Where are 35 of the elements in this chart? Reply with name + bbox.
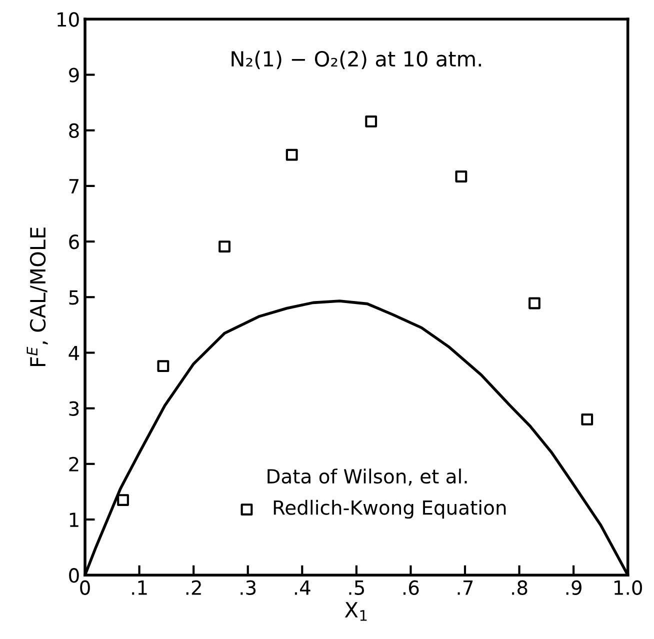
y-tick-label: 5 xyxy=(69,290,78,305)
y-tick-label: 7 xyxy=(69,179,78,194)
y-tick-label: 9 xyxy=(69,68,79,82)
x-tick-label: .3 xyxy=(240,580,256,596)
point xyxy=(286,148,298,161)
x-tick-label: .4 xyxy=(294,580,310,595)
y-tick-label: 3 xyxy=(69,401,79,416)
y-tick-label: 8 xyxy=(69,123,79,138)
point xyxy=(528,297,540,310)
x-tick-label: .8 xyxy=(512,580,528,596)
point xyxy=(218,240,230,252)
x-tick-label: 1.0 xyxy=(614,580,642,596)
annotation: Data of Wilson, et al. xyxy=(268,468,467,486)
x-tick-label: .9 xyxy=(566,580,582,596)
x-tick-label: .2 xyxy=(186,580,201,595)
y-tick-label: 4 xyxy=(68,346,80,360)
y-tick-label: 1 xyxy=(70,512,78,527)
y-tick-label: 10 xyxy=(58,12,79,27)
point xyxy=(455,170,468,182)
legend-label: Redlich-Kwong Equation xyxy=(274,500,506,519)
x-tick-label: 0 xyxy=(80,580,90,596)
x-tick-label: .5 xyxy=(349,580,364,596)
text: N₂(1) − O₂(2) at 10 atm. xyxy=(232,50,481,70)
x-axis-title: X$_{1}$ xyxy=(344,602,367,621)
point xyxy=(581,413,594,426)
x-tick-label: .6 xyxy=(404,580,419,596)
x-tick-label: .1 xyxy=(132,580,147,595)
y-axis-title: F$^{E}$, CAL/MOLE xyxy=(26,228,48,366)
y-tick-label: 6 xyxy=(69,234,79,250)
y-tick-label: 2 xyxy=(69,456,78,472)
point xyxy=(365,116,378,128)
y-tick-label: 0 xyxy=(69,568,79,583)
x-tick-label: .7 xyxy=(458,580,473,595)
point xyxy=(117,494,129,506)
point xyxy=(157,360,170,372)
